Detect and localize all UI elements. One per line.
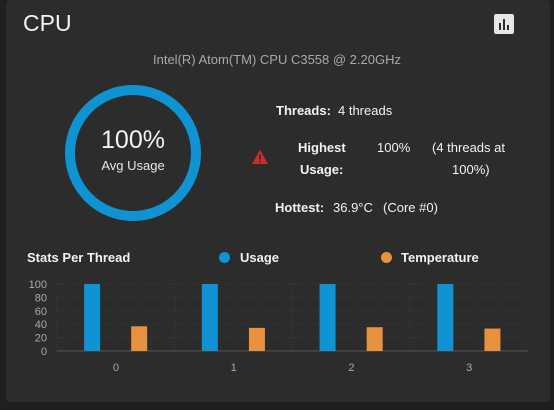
temperature-legend-dot bbox=[381, 252, 392, 263]
hottest-label: Hottest: bbox=[275, 200, 325, 215]
usage-bar bbox=[437, 284, 454, 351]
y-tick-label: 20 bbox=[35, 333, 47, 345]
threads-label: Threads: bbox=[276, 103, 331, 118]
usage-bar bbox=[319, 284, 336, 351]
gauge-arc bbox=[65, 85, 201, 221]
highest-usage-detail-line2: 100%) bbox=[452, 162, 490, 177]
hottest-value: 36.9°C bbox=[333, 200, 373, 215]
temperature-bar bbox=[248, 327, 265, 351]
highest-usage-label-line2: Usage: bbox=[300, 162, 344, 177]
usage-bar bbox=[84, 284, 101, 351]
y-tick-label: 60 bbox=[35, 306, 47, 318]
temperature-legend-label[interactable]: Temperature bbox=[401, 250, 479, 265]
hottest-detail: (Core #0) bbox=[383, 200, 438, 215]
avg-usage-gauge bbox=[65, 85, 201, 221]
x-tick-label: 0 bbox=[113, 362, 119, 374]
threads-value: 4 threads bbox=[338, 103, 393, 118]
highest-usage-value: 100% bbox=[377, 140, 411, 155]
usage-bar bbox=[201, 284, 218, 351]
gauge-label: Avg Usage bbox=[101, 158, 165, 173]
y-tick-label: 40 bbox=[35, 319, 47, 331]
x-tick-label: 1 bbox=[231, 362, 237, 374]
x-tick-label: 2 bbox=[348, 362, 354, 374]
highest-usage-label-line1: Highest bbox=[298, 140, 346, 155]
y-tick-label: 80 bbox=[35, 292, 47, 304]
warning-triangle-icon bbox=[252, 150, 268, 164]
stats-per-thread-title: Stats Per Thread bbox=[27, 250, 131, 265]
temperature-bar bbox=[366, 327, 383, 351]
temperature-bar bbox=[131, 326, 148, 351]
usage-legend-dot bbox=[219, 252, 230, 263]
bar-chart-icon[interactable] bbox=[494, 14, 514, 34]
temperature-bar bbox=[484, 328, 501, 351]
y-tick-label: 0 bbox=[41, 346, 47, 358]
gauge-value: 100% bbox=[101, 126, 165, 154]
usage-legend-label[interactable]: Usage bbox=[240, 250, 280, 265]
cpu-model-text: Intel(R) Atom(TM) CPU C3558 @ 2.20GHz bbox=[153, 52, 401, 67]
card-title: CPU bbox=[23, 10, 72, 36]
x-tick-label: 3 bbox=[466, 362, 472, 374]
y-tick-label: 100 bbox=[29, 279, 47, 291]
highest-usage-detail-line1: (4 threads at bbox=[432, 140, 505, 155]
